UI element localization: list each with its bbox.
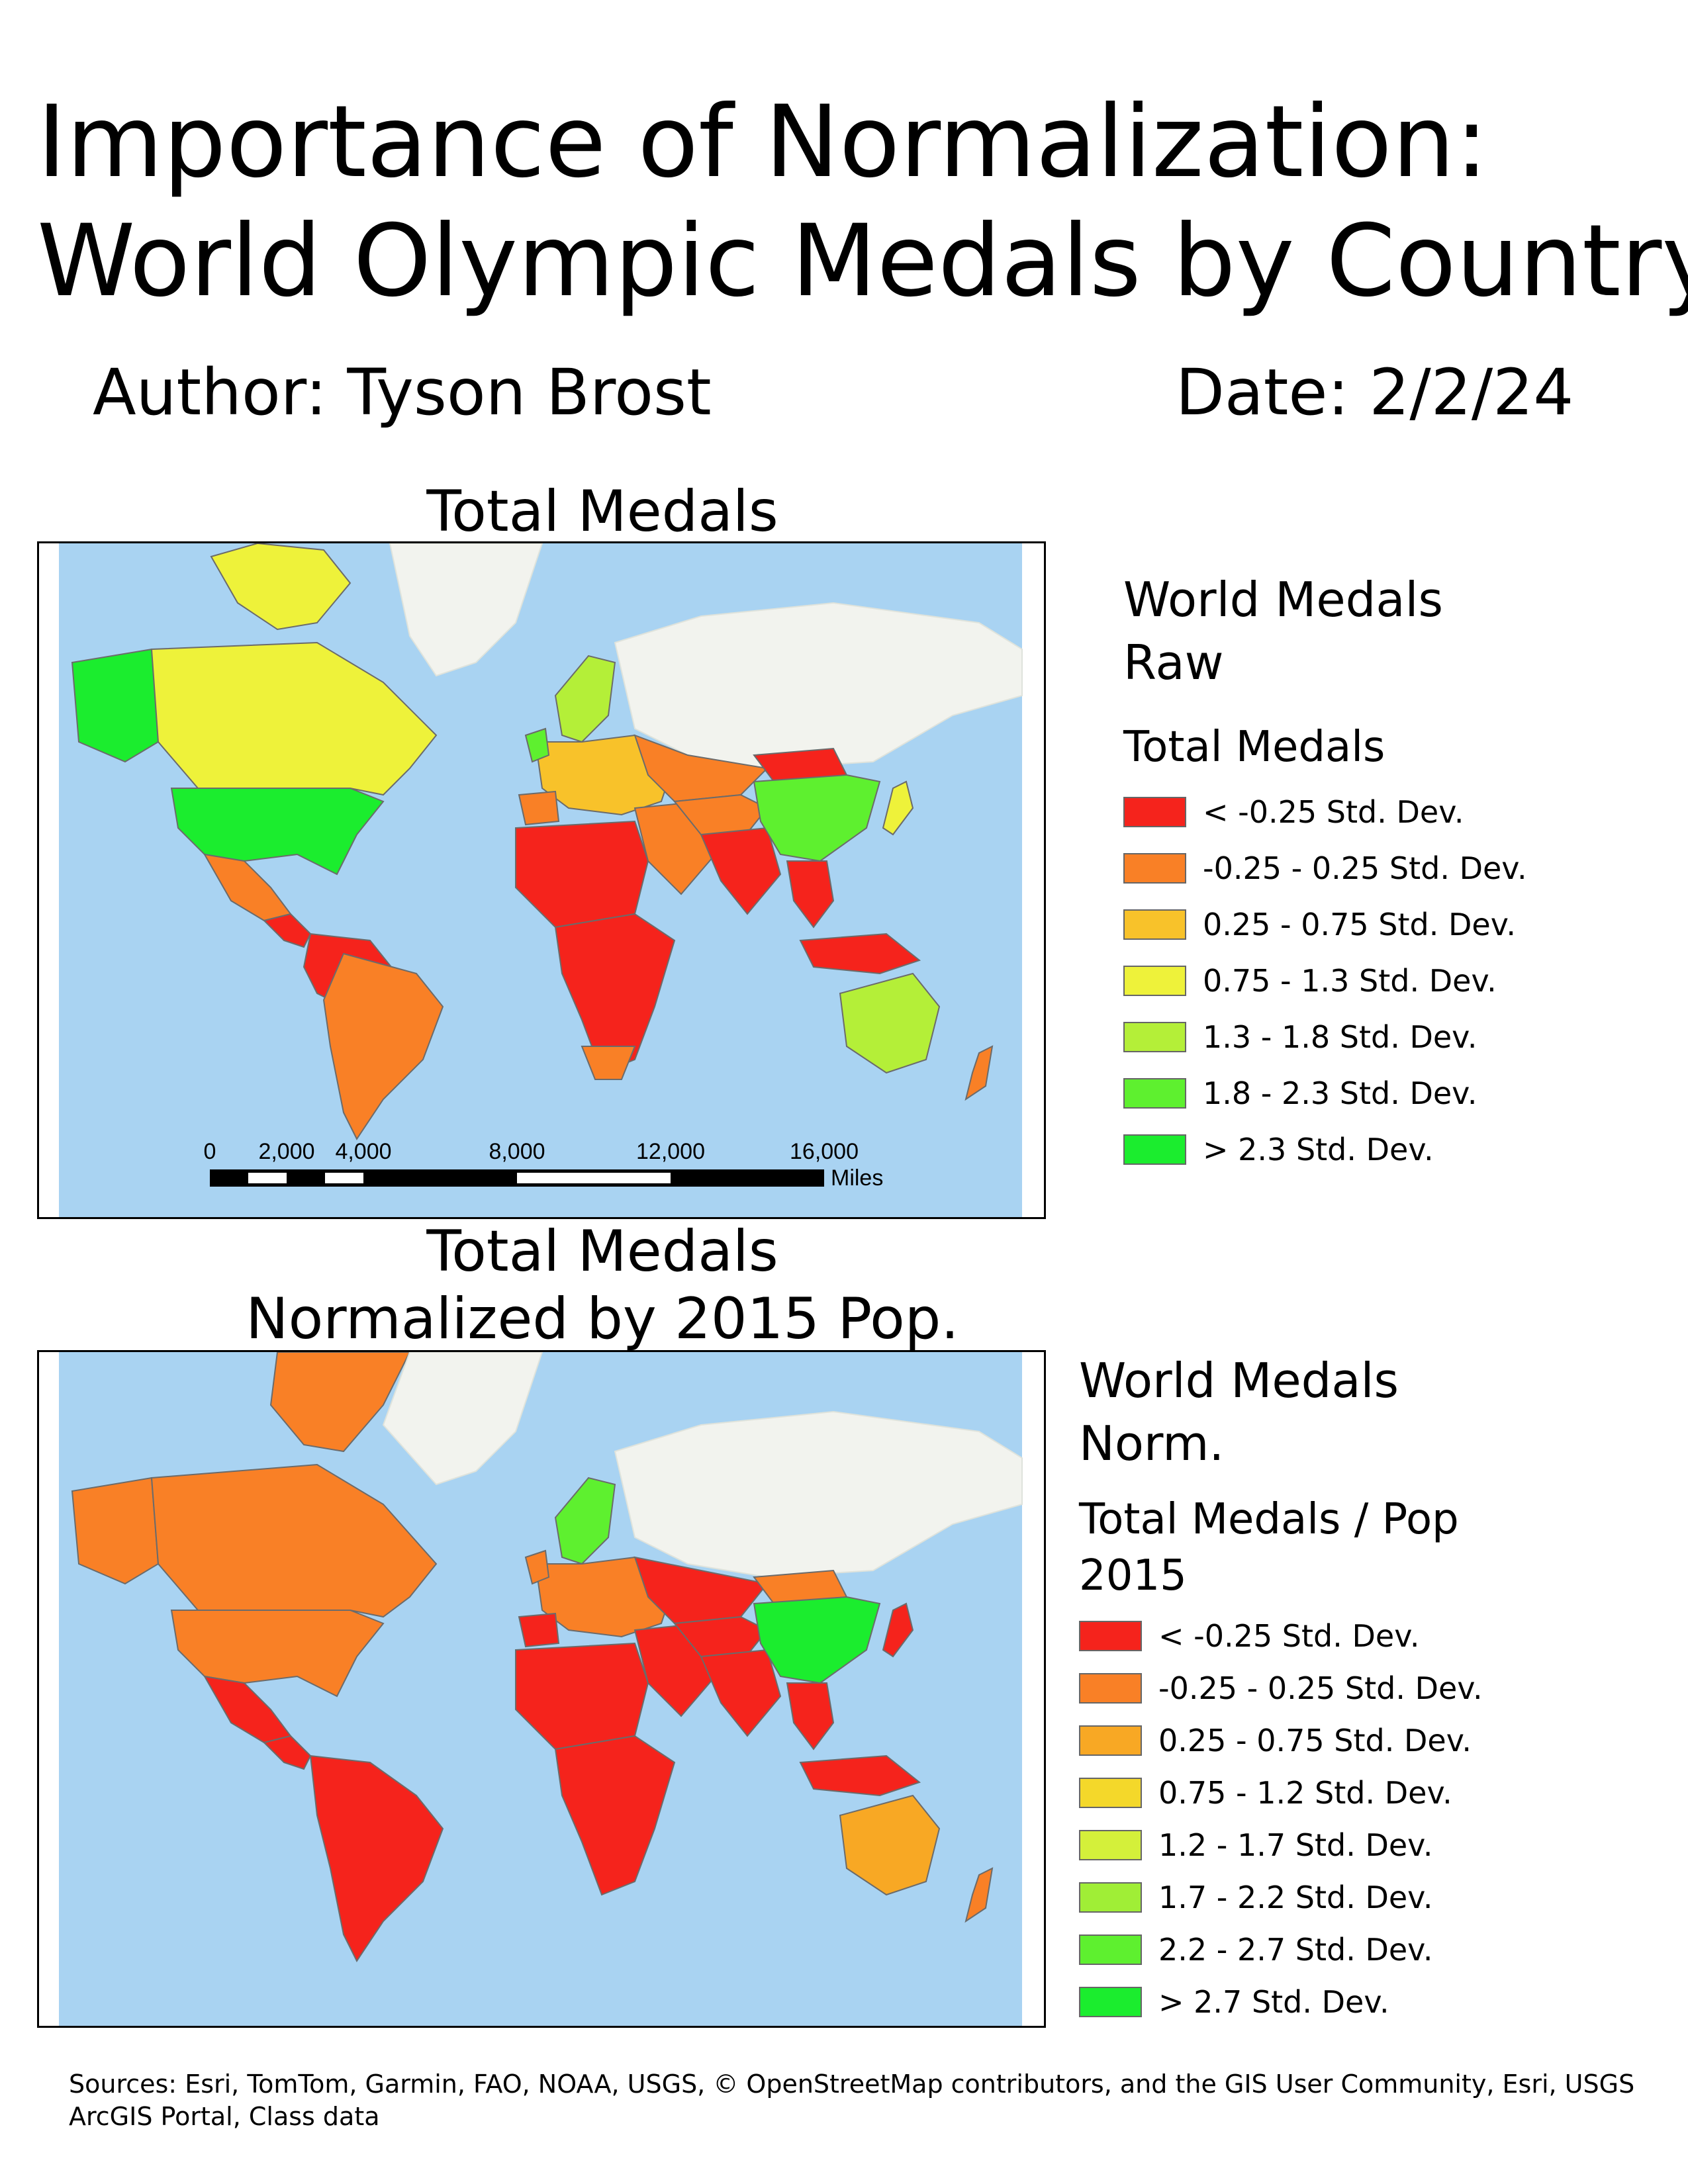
sources-line-1: Sources: Esri, TomTom, Garmin, FAO, NOAA… xyxy=(69,2070,1635,2099)
norm-legend-field-2: 2015 xyxy=(1079,1551,1187,1600)
legend-swatch xyxy=(1079,1673,1142,1704)
new-zealand xyxy=(964,1045,994,1101)
china xyxy=(753,774,881,862)
australia xyxy=(839,972,941,1074)
south-america xyxy=(322,952,444,1140)
sub-saharan-africa xyxy=(554,1735,676,1896)
canada xyxy=(150,1463,438,1618)
legend-label: 0.25 - 0.75 Std. Dev. xyxy=(1158,1723,1472,1758)
central-america xyxy=(263,913,312,948)
scale-bar: 0 2,000 4,000 8,000 12,000 16,000 Miles xyxy=(204,1139,884,1191)
norm-legend-title-1: World Medals xyxy=(1079,1353,1399,1408)
raw-legend-title-2: Raw xyxy=(1123,635,1224,690)
southeast-asia xyxy=(786,860,835,929)
greenland-west xyxy=(269,1352,411,1453)
china xyxy=(753,1596,881,1684)
raw-map-title: Total Medals xyxy=(426,478,778,545)
legend-swatch xyxy=(1123,1134,1186,1165)
legend-label: 2.2 - 2.7 Std. Dev. xyxy=(1158,1932,1433,1968)
alaska xyxy=(71,1477,160,1585)
legend-label: < -0.25 Std. Dev. xyxy=(1203,794,1464,830)
norm-legend-field-1: Total Medals / Pop xyxy=(1079,1495,1459,1544)
usa xyxy=(170,788,385,876)
legend-label: 1.7 - 2.2 Std. Dev. xyxy=(1158,1880,1433,1915)
legend-label: -0.25 - 0.25 Std. Dev. xyxy=(1158,1670,1483,1706)
sub-saharan-africa xyxy=(554,913,676,1074)
date-label: Date: 2/2/24 xyxy=(1176,355,1574,430)
scale-unit: Miles xyxy=(831,1165,883,1191)
alaska xyxy=(71,648,160,763)
sources-text: Sources: Esri, TomTom, Garmin, FAO, NOAA… xyxy=(69,2068,1658,2134)
russia xyxy=(614,602,1023,770)
author-label: Author: Tyson Brost xyxy=(93,355,712,430)
legend-swatch xyxy=(1123,853,1186,884)
legend-label: -0.25 - 0.25 Std. Dev. xyxy=(1203,850,1527,886)
scale-tick-4000: 4,000 xyxy=(335,1139,391,1164)
russia xyxy=(614,1410,1023,1578)
raw-legend-field: Total Medals xyxy=(1123,723,1385,772)
legend-label: > 2.3 Std. Dev. xyxy=(1203,1132,1434,1167)
canadian-arctic-islands xyxy=(210,543,352,631)
scale-tick-8000: 8,000 xyxy=(489,1139,545,1164)
legend-label: 1.2 - 1.7 Std. Dev. xyxy=(1158,1827,1433,1863)
legend-label: < -0.25 Std. Dev. xyxy=(1158,1618,1420,1654)
title-line-2: World Olympic Medals by Country xyxy=(37,204,1688,319)
japan xyxy=(882,780,914,836)
iberia xyxy=(518,1612,560,1648)
raw-map-frame: 0 2,000 4,000 8,000 12,000 16,000 Miles xyxy=(37,541,1046,1219)
legend-swatch xyxy=(1079,1621,1142,1651)
scale-tick-0: 0 xyxy=(204,1139,216,1164)
south-asia xyxy=(700,1649,782,1737)
raw-legend-title-1: World Medals xyxy=(1123,572,1443,627)
united-kingdom xyxy=(524,1549,550,1585)
norm-map-title-2: Normalized by 2015 Pop. xyxy=(246,1286,959,1352)
legend-swatch xyxy=(1123,909,1186,940)
south-asia xyxy=(700,827,782,915)
southeast-asia xyxy=(786,1682,835,1751)
scale-tick-12000: 12,000 xyxy=(636,1139,705,1164)
title-line-1: Importance of Normalization: xyxy=(37,85,1489,200)
south-america xyxy=(309,1754,444,1962)
scale-tick-16000: 16,000 xyxy=(790,1139,859,1164)
japan xyxy=(882,1602,914,1658)
legend-swatch xyxy=(1079,1987,1142,2017)
united-kingdom xyxy=(524,727,550,763)
norm-map-title-1: Total Medals xyxy=(426,1218,778,1285)
greenland xyxy=(389,543,543,677)
raw-map[interactable]: 0 2,000 4,000 8,000 12,000 16,000 Miles xyxy=(39,543,1044,1217)
norm-map-frame xyxy=(37,1350,1046,2028)
legend-swatch xyxy=(1123,1078,1186,1109)
legend-label: 0.75 - 1.3 Std. Dev. xyxy=(1203,963,1497,999)
canada xyxy=(150,641,438,796)
south-africa xyxy=(581,1046,636,1080)
legend-label: 1.8 - 2.3 Std. Dev. xyxy=(1203,1075,1477,1111)
legend-label: 0.75 - 1.2 Std. Dev. xyxy=(1158,1775,1452,1811)
central-america xyxy=(263,1735,312,1770)
legend-label: 0.25 - 0.75 Std. Dev. xyxy=(1203,907,1516,942)
scandinavia xyxy=(554,1477,616,1565)
legend-label: 1.3 - 1.8 Std. Dev. xyxy=(1203,1019,1477,1055)
scandinavia xyxy=(554,655,616,743)
sources-line-2: ArcGIS Portal, Class data xyxy=(69,2102,380,2132)
australia xyxy=(839,1794,941,1896)
legend-swatch xyxy=(1079,1778,1142,1808)
indonesia xyxy=(799,933,921,975)
greenland xyxy=(382,1352,543,1486)
norm-map[interactable] xyxy=(39,1352,1044,2026)
legend-swatch xyxy=(1123,797,1186,827)
indonesia xyxy=(799,1754,921,1797)
norm-legend-title-2: Norm. xyxy=(1079,1416,1225,1471)
legend-swatch xyxy=(1079,1725,1142,1756)
legend-swatch xyxy=(1079,1934,1142,1965)
legend-swatch xyxy=(1079,1830,1142,1860)
legend-swatch xyxy=(1123,1022,1186,1052)
scale-tick-2000: 2,000 xyxy=(258,1139,314,1164)
legend-swatch xyxy=(1123,966,1186,996)
legend-label: > 2.7 Std. Dev. xyxy=(1158,1984,1389,2020)
legend-swatch xyxy=(1079,1882,1142,1913)
iberia xyxy=(518,790,560,826)
usa xyxy=(170,1610,385,1698)
new-zealand xyxy=(964,1867,994,1923)
